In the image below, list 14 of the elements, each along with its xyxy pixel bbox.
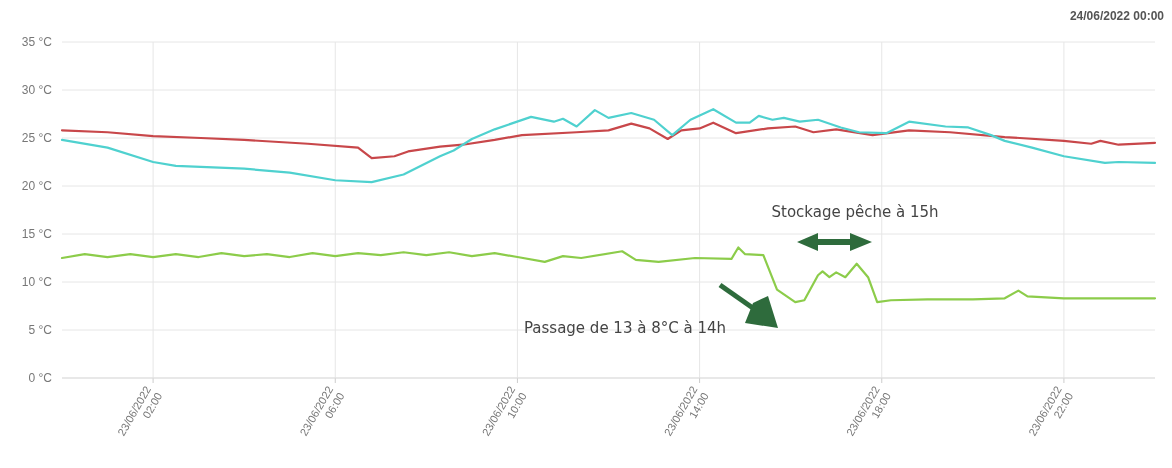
line-series: [60, 121, 1157, 160]
y-tick-label: 5 °C: [28, 323, 53, 338]
y-tick-label: 10 °C: [21, 275, 53, 290]
y-tick-label: 20 °C: [21, 179, 53, 194]
line-series: [60, 108, 1157, 184]
annotation: Stockage pêche à 15h: [771, 203, 939, 221]
y-tick-label: 15 °C: [21, 227, 53, 242]
line-series: [60, 246, 1157, 304]
y-tick-label: 25 °C: [21, 131, 53, 146]
annotation: Passage de 13 à 8°C à 14h: [523, 319, 727, 337]
y-tick-label: 30 °C: [21, 83, 53, 98]
y-tick-label: 0 °C: [28, 371, 53, 386]
text: 24/06/2022 00:00: [1069, 9, 1165, 23]
y-tick-label: 35 °C: [21, 35, 53, 50]
